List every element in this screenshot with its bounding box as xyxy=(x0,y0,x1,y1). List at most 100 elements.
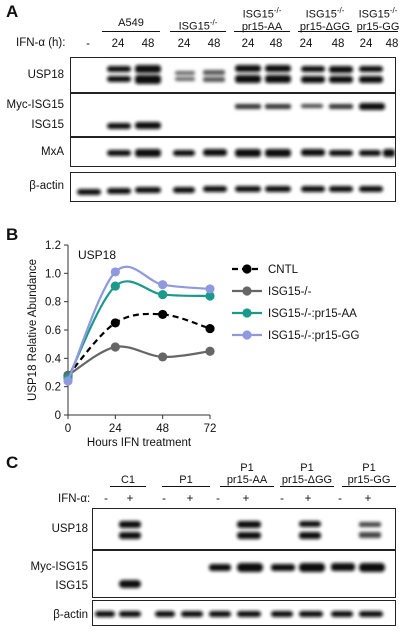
panel-a-lane-7: 48 xyxy=(269,38,283,50)
series-4-point-1 xyxy=(63,376,73,386)
panel-c-lane-10: + xyxy=(364,493,372,505)
panel-c-lane-4: + xyxy=(186,493,194,505)
panel-a-group-5-underline xyxy=(358,31,398,32)
blot-a-beta-actin-bands xyxy=(77,186,383,195)
x-tick-label-1: 24 xyxy=(109,423,122,435)
row-label-c-isg15: ISG15 xyxy=(55,580,88,592)
blot-c-beta-actin-bands xyxy=(95,611,383,617)
series-4 xyxy=(63,265,215,386)
panel-c-lane-6: + xyxy=(242,493,250,505)
blot-a-mxa xyxy=(70,137,396,167)
legend-swatch-marker-3 xyxy=(242,308,252,318)
series-1-point-3 xyxy=(158,309,168,320)
row-label-isg15: ISG15 xyxy=(31,119,64,131)
panel-c-group-4-line1: P1 xyxy=(300,462,314,474)
panel-c-group-1-underline xyxy=(110,486,146,487)
blot-a-isg15 xyxy=(70,93,396,137)
series-2-point-4 xyxy=(205,346,215,356)
x-tick-label-0: 0 xyxy=(65,423,71,435)
panel-c-group-2-line1: P1 xyxy=(179,474,193,486)
row-label-c-beta-actin: β-actin xyxy=(53,609,88,621)
legend-label-4: ISG15-/-:pr15-GG xyxy=(268,330,359,342)
panel-c-letter: C xyxy=(6,453,19,472)
panel-a-lane-9: 48 xyxy=(331,38,345,50)
panel-a-group-1-underline xyxy=(102,31,160,32)
blot-c-usp18-bands xyxy=(119,521,381,539)
panel-a-group-5: ISG15-/- pr15-GG xyxy=(356,5,400,33)
chart-axes: 0 0.2 0.4 0.6 0.8 1.0 1.2 0 24 48 72 Hours IFN trea… xyxy=(27,240,216,449)
y-axis-label: USP18 Relative Abundance xyxy=(27,259,39,401)
panel-c-treatment-label: IFN-α: xyxy=(58,493,91,505)
panel-a-group-4-line2: pr15-ΔGG xyxy=(299,20,351,33)
y-tick-label-2: 0.4 xyxy=(45,353,62,365)
panel-c-group-1: C1 xyxy=(108,474,148,486)
series-1-point-4 xyxy=(205,323,215,334)
y-tick-label-1: 0.2 xyxy=(45,382,61,394)
panel-a-group-1-line1: A549 xyxy=(118,17,144,29)
panel-a-lane-2: 24 xyxy=(111,38,125,50)
panel-a-lane-10: 24 xyxy=(359,38,373,50)
blot-c-usp18 xyxy=(92,508,396,550)
panel-b-letter: B xyxy=(6,225,19,244)
blot-c-isg15-bands xyxy=(119,563,385,588)
chart-series-lines xyxy=(63,265,215,386)
legend-label-1: CNTL xyxy=(268,264,299,276)
blot-c-isg15 xyxy=(92,550,396,598)
y-tick-label-4: 0.8 xyxy=(45,297,61,309)
series-1-point-2 xyxy=(110,318,120,328)
blot-c-beta-actin xyxy=(92,600,396,626)
panel-c-group-1-line1: C1 xyxy=(120,474,136,486)
panel-c-lane-9: - xyxy=(338,493,342,505)
panel-a-letter: A xyxy=(6,2,19,21)
panel-c-group-2-underline xyxy=(162,486,210,487)
row-label-myc-isg15: Myc-ISG15 xyxy=(6,99,64,111)
panel-c-group-5: P1 pr15-GG xyxy=(340,462,398,486)
series-4-point-3 xyxy=(158,280,168,290)
panel-c-group-4-underline xyxy=(280,486,334,487)
series-3-point-3 xyxy=(158,289,168,300)
series-3-line xyxy=(67,280,211,379)
chart-legend: CNTL ISG15-/- ISG15-/-:pr15-AA ISG15-/-:pr1… xyxy=(232,264,359,342)
series-2-line xyxy=(67,345,211,377)
series-2-point-3 xyxy=(158,352,168,362)
panel-c-group-3: P1 pr15-AA xyxy=(218,462,276,486)
series-3-point-2 xyxy=(110,281,120,291)
y-tick-label-5: 1.0 xyxy=(45,268,61,280)
x-tick-label-3: 72 xyxy=(204,423,217,435)
panel-a-lane-1: - xyxy=(86,38,90,50)
panel-a-lane-3: 48 xyxy=(141,38,155,50)
row-label-c-myc-isg15: Myc-ISG15 xyxy=(30,561,88,573)
row-label-c-usp18: USP18 xyxy=(51,523,88,535)
x-tick-label-2: 48 xyxy=(156,423,169,435)
usp18-abundance-line-chart: 0 0.2 0.4 0.6 0.8 1.0 1.2 0 24 48 72 Hours IFN trea… xyxy=(27,240,359,449)
panel-c-group-2: P1 xyxy=(160,474,212,486)
legend-entry-4: ISG15-/-:pr15-GG xyxy=(232,330,359,342)
panel-a-group-3: ISG15-/- pr15-AA xyxy=(232,5,292,33)
panel-a-group-5-line2: pr15-GG xyxy=(356,20,400,33)
y-tick-label-0: 0 xyxy=(55,410,61,422)
series-4-point-4 xyxy=(205,284,215,294)
panel-a-group-1: A549 xyxy=(100,17,162,29)
blot-a-beta-actin xyxy=(70,172,396,202)
legend-swatch-marker-4 xyxy=(242,330,252,340)
panel-a-group-3-line1: ISG15-/- xyxy=(242,6,282,21)
panel-c-lane-1: - xyxy=(104,493,108,505)
panel-c-group-4: P1 pr15-ΔGG xyxy=(278,462,336,486)
panel-a-lane-8: 24 xyxy=(299,38,313,50)
series-3-point-4 xyxy=(205,291,215,301)
panel-c-group-3-line2: pr15-AA xyxy=(226,474,268,486)
blot-a-isg15-bands xyxy=(107,103,385,129)
panel-a-lane-5: 48 xyxy=(207,38,221,50)
panel-a-lane-11: 48 xyxy=(385,38,399,50)
legend-entry-1: CNTL xyxy=(232,264,299,276)
y-tick-label-6: 1.2 xyxy=(45,240,61,252)
panel-a-group-3-underline xyxy=(234,31,290,32)
panel-a-group-5-line1: ISG15-/- xyxy=(358,6,398,21)
series-2 xyxy=(63,342,215,380)
panel-a-group-4: ISG15-/- pr15-ΔGG xyxy=(296,5,354,33)
series-2-point-2 xyxy=(110,342,120,352)
x-axis-label: Hours IFN treatment xyxy=(87,437,192,449)
panel-c-group-3-line1: P1 xyxy=(240,462,254,474)
blot-a-usp18-bands xyxy=(107,65,383,84)
panel-a-group-2-line1: ISG15-/- xyxy=(178,18,218,33)
